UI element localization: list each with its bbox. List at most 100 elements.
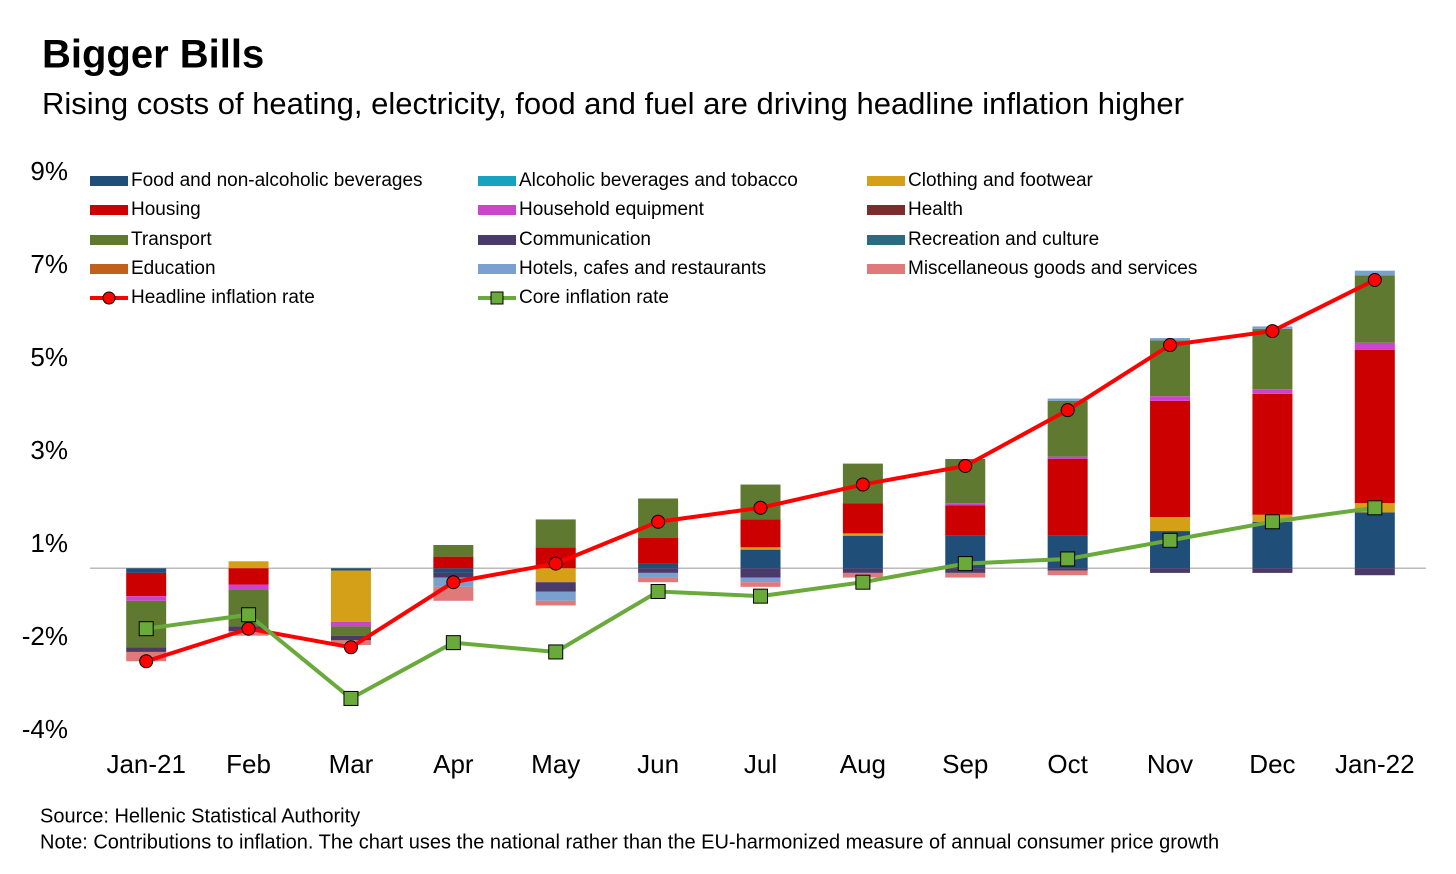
point [1367, 272, 1382, 287]
legend-label: Food and non-alcoholic beverages [131, 170, 423, 191]
legend-label: Miscellaneous goods and services [908, 258, 1197, 279]
bar-segment [535, 582, 576, 592]
point [1060, 403, 1075, 418]
bar-segment [330, 635, 371, 641]
x-tick-label: Nov [1147, 749, 1193, 779]
point [1163, 338, 1178, 353]
bar-segment [228, 584, 269, 590]
point [753, 588, 768, 604]
y-tick-label: 9% [30, 156, 68, 186]
bar-segment [638, 563, 679, 569]
legend-swatch [867, 176, 905, 186]
x-tick-label: Jun [637, 749, 679, 779]
point [651, 514, 666, 529]
point [1367, 500, 1383, 516]
bar-segment [1150, 517, 1191, 532]
bar-segment [1047, 570, 1088, 576]
point [1060, 551, 1076, 567]
chart-title: Bigger Bills [42, 33, 264, 77]
bar-segment [740, 549, 781, 569]
bar-segment [638, 577, 679, 583]
legend-label: Housing [131, 199, 201, 220]
y-tick-label: -2% [22, 621, 68, 651]
bar-segment [740, 568, 781, 578]
bar-segment [945, 572, 986, 578]
bar-segment [1150, 400, 1191, 518]
legend-swatch [478, 264, 516, 274]
point [343, 640, 358, 655]
bar-segment [126, 596, 167, 601]
bar-segment [1252, 328, 1293, 390]
legend-label: Education [131, 258, 216, 279]
bar-segment [126, 568, 167, 573]
legend-swatch [478, 205, 516, 215]
bar-segment [1252, 393, 1293, 515]
point [343, 690, 359, 706]
bar-segment [1047, 398, 1088, 401]
legend-label: Headline inflation rate [131, 287, 315, 308]
x-tick-label: Apr [433, 749, 474, 779]
x-tick-label: Dec [1249, 749, 1295, 779]
point [548, 644, 564, 660]
bar-segment [433, 556, 474, 569]
bar-segment [638, 538, 679, 564]
bar-segment [433, 545, 474, 557]
bar-segment [228, 568, 269, 585]
bar-segment [945, 505, 986, 536]
bar-segment [638, 572, 679, 578]
bar-segment [1252, 389, 1293, 394]
bar-segment [330, 570, 371, 622]
bar-segment [740, 547, 781, 550]
legend-label: Alcoholic beverages and tobacco [519, 170, 798, 191]
bar-segment [1354, 512, 1395, 569]
y-tick-label: 3% [30, 435, 68, 465]
bar-segment [1354, 342, 1395, 350]
x-tick-label: Jan-22 [1335, 749, 1415, 779]
x-tick-label: Feb [226, 749, 271, 779]
legend-label: Recreation and culture [908, 229, 1099, 250]
point [650, 584, 666, 599]
x-tick-label: Sep [942, 749, 988, 779]
bar-segment [330, 621, 371, 627]
legend-label: Health [908, 199, 963, 220]
bar-segment [1047, 458, 1088, 536]
y-tick-label: 7% [30, 249, 68, 279]
bar-segment [1150, 568, 1191, 573]
bar-segment [1354, 568, 1395, 576]
legend-swatch [867, 264, 905, 274]
point [241, 607, 257, 623]
legend-swatch [867, 235, 905, 245]
source: Source: Hellenic Statistical Authority [40, 805, 360, 827]
bar-segment [842, 503, 883, 534]
bar-segment [1047, 456, 1088, 459]
legend-label: Clothing and footwear [908, 170, 1094, 191]
bar-segment [330, 568, 371, 571]
bar-segment [740, 577, 781, 583]
point [241, 621, 256, 636]
x-tick-label: Aug [840, 749, 886, 779]
legend-swatch [90, 176, 128, 186]
legend-swatch [867, 205, 905, 215]
bar-segment [638, 568, 679, 573]
legend-swatch [90, 235, 128, 245]
point [1264, 514, 1280, 530]
point [1265, 324, 1280, 339]
point [445, 635, 461, 651]
x-tick-label: May [531, 749, 580, 779]
legend-swatch [90, 205, 128, 215]
point [138, 621, 154, 637]
bar-segment [330, 626, 371, 636]
bar-segment [1252, 568, 1293, 573]
note: Note: Contributions to inflation. The ch… [40, 831, 1219, 853]
x-tick-label: Oct [1047, 749, 1088, 779]
bar-segment [535, 591, 576, 601]
legend-label: Transport [131, 229, 212, 250]
bar-segment [1150, 396, 1191, 401]
legend-label: Household equipment [519, 199, 705, 220]
bar-segment [740, 582, 781, 587]
legend-swatch [90, 264, 128, 274]
legend-marker [490, 291, 504, 305]
bar-segment [535, 600, 576, 606]
bar-segment [1252, 521, 1293, 569]
bar-segment [842, 533, 883, 536]
